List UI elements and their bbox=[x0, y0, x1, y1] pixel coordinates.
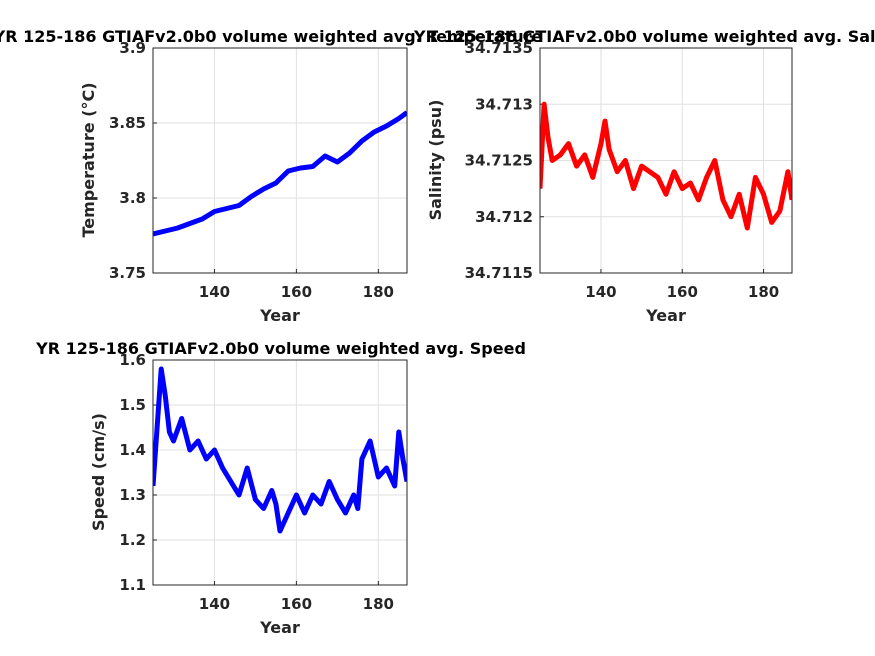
y-tick-label: 34.7115 bbox=[465, 264, 533, 282]
y-tick-label: 1.5 bbox=[119, 396, 146, 414]
plot-frame bbox=[152, 47, 408, 274]
chart-title: YR 125-186 GTIAFv2.0b0 volume weighted a… bbox=[413, 27, 875, 46]
x-axis-label: Year bbox=[645, 306, 686, 325]
y-tick-label: 1.2 bbox=[119, 531, 146, 549]
chart-panel-2: 140 160 180 34.7115 34.712 34.7125 34.713 34.71… bbox=[413, 27, 875, 325]
y-tick-label: 1.4 bbox=[119, 441, 146, 459]
y-tick-label: 3.85 bbox=[109, 114, 146, 132]
x-tick-label: 140 bbox=[199, 283, 230, 301]
series-line-1 bbox=[540, 101, 792, 231]
plot-area bbox=[152, 359, 408, 586]
x-tick-label: 160 bbox=[281, 283, 312, 301]
series-line-1 bbox=[153, 110, 407, 237]
y-tick-label: 34.7135 bbox=[465, 39, 533, 57]
y-tick-label: 1.3 bbox=[119, 486, 146, 504]
y-tick-label: 34.712 bbox=[475, 208, 533, 226]
x-tick-label: 140 bbox=[585, 283, 616, 301]
plot-frame bbox=[539, 47, 793, 274]
x-tick-label: 160 bbox=[667, 283, 698, 301]
series-line-1 bbox=[153, 366, 407, 534]
x-tick-label: 180 bbox=[363, 595, 394, 613]
x-tick-label: 160 bbox=[281, 595, 312, 613]
plot-area bbox=[152, 47, 408, 274]
x-tick-label: 140 bbox=[199, 595, 230, 613]
y-tick-label: 34.713 bbox=[475, 95, 533, 113]
y-tick-label: 3.9 bbox=[119, 39, 146, 57]
y-tick-label: 3.75 bbox=[109, 264, 146, 282]
chart-title: YR 125-186 GTIAFv2.0b0 volume weighted a… bbox=[35, 339, 526, 358]
y-tick-label: 1.6 bbox=[119, 351, 146, 369]
y-tick-label: 3.8 bbox=[119, 189, 146, 207]
x-tick-label: 180 bbox=[748, 283, 779, 301]
plot-frame bbox=[152, 359, 408, 586]
y-axis-label: Speed (cm/s) bbox=[89, 413, 108, 531]
y-axis-label: Salinity (psu) bbox=[426, 100, 445, 221]
y-tick-label: 1.1 bbox=[119, 576, 146, 594]
chart-panel-1: 140 160 180 3.75 3.8 3.85 3.9YR 125-186 GTIAFv… bbox=[0, 27, 543, 325]
x-axis-label: Year bbox=[259, 618, 300, 637]
chart-panel-3: 140 160 180 1.1 1.2 1.3 1.4 1.5 1.6YR 125-186 GT… bbox=[35, 339, 526, 637]
x-axis-label: Year bbox=[259, 306, 300, 325]
y-axis-label: Temperature (°C) bbox=[79, 82, 98, 237]
y-tick-label: 34.7125 bbox=[465, 152, 533, 170]
x-tick-label: 180 bbox=[363, 283, 394, 301]
chart-title: YR 125-186 GTIAFv2.0b0 volume weighted a… bbox=[0, 27, 543, 46]
